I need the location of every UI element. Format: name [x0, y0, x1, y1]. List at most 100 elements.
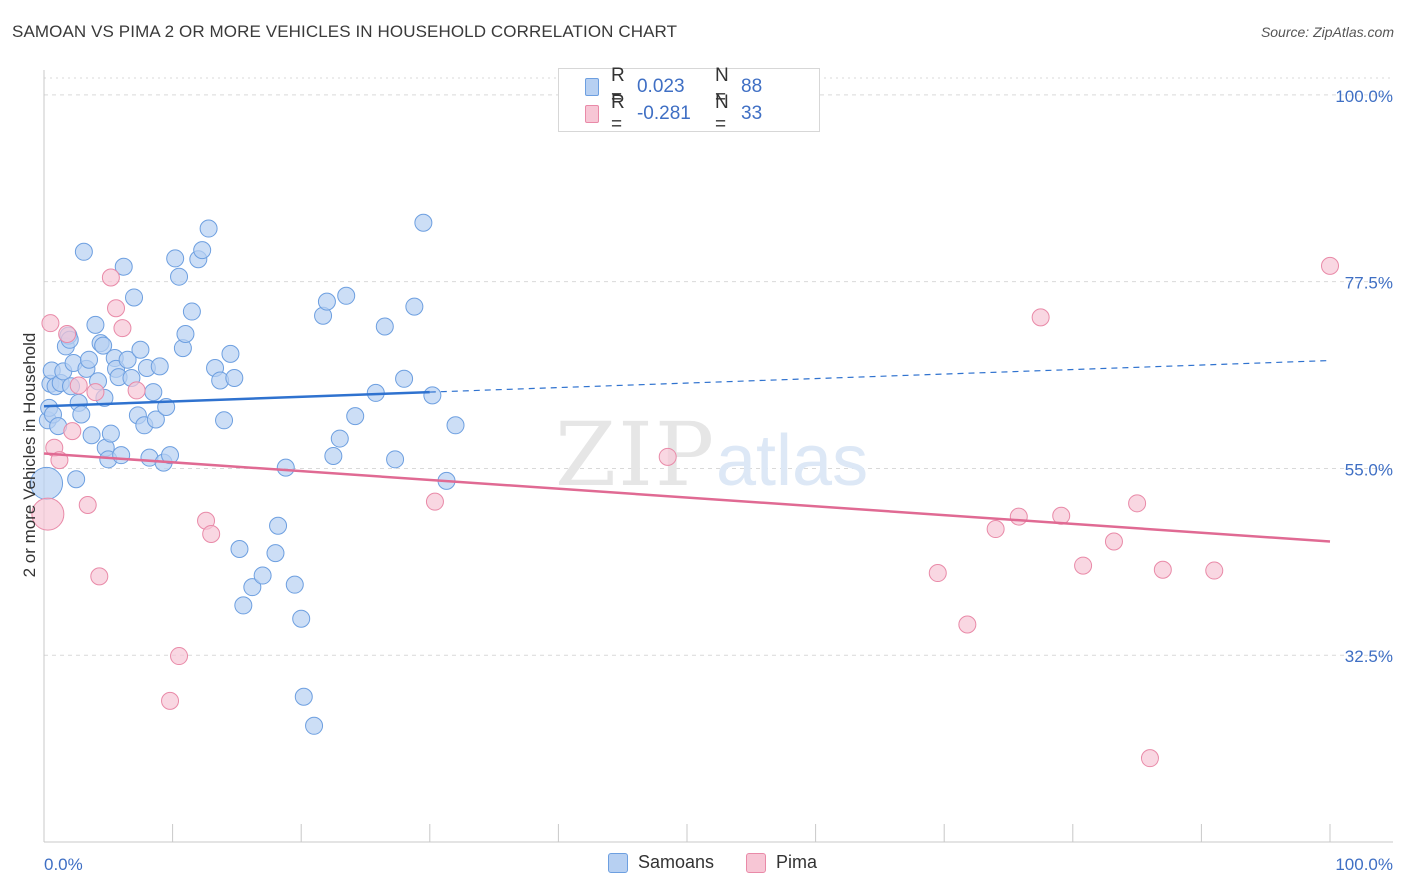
samoans-point[interactable]	[414, 213, 433, 232]
pima-point[interactable]	[1128, 494, 1147, 513]
series-legend: Samoans Pima	[608, 852, 849, 873]
pima-legend-swatch	[746, 852, 767, 873]
samoans-point[interactable]	[118, 350, 137, 369]
samoans-point[interactable]	[234, 596, 253, 615]
samoans-point[interactable]	[112, 446, 131, 465]
pima-point[interactable]	[127, 381, 146, 400]
pima-point[interactable]	[107, 299, 126, 318]
samoans-point[interactable]	[285, 575, 304, 594]
pima-point[interactable]	[1009, 507, 1028, 526]
pima-point[interactable]	[31, 497, 65, 531]
legend-row-samoans: R = 0.023 N = 88	[585, 65, 819, 108]
samoans-point[interactable]	[221, 344, 240, 363]
samoans-point[interactable]	[375, 317, 394, 336]
samoans-point[interactable]	[230, 539, 249, 558]
pima-point[interactable]	[202, 525, 221, 544]
y-axis-label: 2 or more Vehicles in Household	[20, 333, 39, 578]
pima-point[interactable]	[90, 567, 109, 586]
samoans-legend-swatch	[608, 852, 628, 873]
samoans-point[interactable]	[225, 368, 244, 387]
pima-point[interactable]	[170, 647, 189, 666]
pima-swatch	[585, 105, 599, 123]
pima-point[interactable]	[425, 492, 444, 511]
samoans-point[interactable]	[253, 566, 272, 585]
samoans-point[interactable]	[337, 286, 356, 305]
samoans-point[interactable]	[423, 386, 442, 405]
y-tick-label: 100.0%	[1335, 87, 1393, 106]
samoans-point[interactable]	[446, 416, 465, 435]
samoans-point[interactable]	[144, 383, 163, 402]
samoans-point[interactable]	[114, 257, 133, 276]
pima-point[interactable]	[958, 615, 977, 634]
pima-point[interactable]	[1104, 532, 1123, 551]
samoans-point[interactable]	[199, 219, 218, 238]
samoans-point[interactable]	[193, 241, 212, 260]
samoans-point[interactable]	[86, 315, 105, 334]
samoans-point[interactable]	[405, 297, 424, 316]
pima-point[interactable]	[928, 564, 947, 583]
pima-point[interactable]	[1140, 749, 1159, 768]
pima-point[interactable]	[1153, 560, 1172, 579]
legend-item-pima[interactable]: Pima	[746, 852, 817, 873]
pima-point[interactable]	[101, 268, 120, 287]
pima-point[interactable]	[63, 422, 82, 441]
watermark-atlas: atlas	[716, 421, 868, 501]
samoans-point[interactable]	[94, 336, 113, 355]
samoans-point[interactable]	[294, 687, 313, 706]
pima-point[interactable]	[658, 447, 677, 466]
samoans-point[interactable]	[324, 447, 343, 465]
samoans-point[interactable]	[82, 426, 101, 445]
samoans-point[interactable]	[266, 544, 285, 563]
pima-point[interactable]	[161, 691, 180, 710]
pima-point[interactable]	[58, 324, 77, 343]
samoans-point[interactable]	[330, 429, 349, 448]
pima-point[interactable]	[986, 520, 1005, 539]
pima-trend-line	[43, 452, 1331, 543]
samoans-point[interactable]	[276, 458, 295, 477]
watermark-zip: ZIP	[555, 403, 716, 506]
pima-point[interactable]	[86, 383, 105, 402]
samoans-point[interactable]	[146, 410, 165, 429]
samoans-point[interactable]	[346, 407, 365, 426]
samoans-point[interactable]	[395, 369, 414, 388]
x-tick-label-min: 0.0%	[44, 855, 83, 874]
samoans-point[interactable]	[386, 450, 405, 469]
legend-n-label: N =	[714, 92, 729, 135]
pima-point[interactable]	[1205, 561, 1224, 580]
samoans-point[interactable]	[80, 350, 99, 369]
source-credit: Source: ZipAtlas.com	[1260, 24, 1394, 40]
y-tick-label: 55.0%	[1345, 460, 1393, 479]
pima-point[interactable]	[78, 495, 97, 514]
samoans-point[interactable]	[170, 267, 189, 286]
pima-point[interactable]	[69, 376, 88, 395]
pima-point[interactable]	[41, 314, 60, 333]
samoans-point[interactable]	[101, 424, 120, 443]
pima-point[interactable]	[1321, 256, 1339, 275]
samoans-point[interactable]	[182, 302, 201, 321]
samoans-n-value: 88	[741, 76, 763, 97]
samoans-point[interactable]	[215, 411, 234, 430]
samoans-point[interactable]	[305, 716, 324, 735]
legend-item-samoans[interactable]: Samoans	[608, 852, 714, 873]
legend-row-pima: R = -0.281 N = 33	[585, 92, 819, 135]
pima-legend-label: Pima	[776, 852, 818, 872]
samoans-point[interactable]	[317, 292, 336, 311]
samoans-point[interactable]	[150, 357, 169, 376]
legend-r-label: R =	[610, 92, 625, 135]
samoans-point[interactable]	[67, 470, 86, 489]
samoans-point[interactable]	[243, 578, 262, 597]
pima-point[interactable]	[113, 319, 132, 338]
samoans-point[interactable]	[125, 288, 144, 307]
pima-point[interactable]	[1074, 556, 1093, 575]
samoans-point[interactable]	[74, 242, 93, 261]
samoans-point[interactable]	[176, 324, 195, 343]
samoans-point[interactable]	[131, 340, 150, 359]
samoans-point[interactable]	[292, 609, 311, 628]
samoans-point[interactable]	[166, 249, 185, 268]
pima-point[interactable]	[1031, 308, 1050, 327]
samoans-point[interactable]	[269, 516, 288, 535]
samoans-point[interactable]	[161, 446, 180, 465]
samoans-point[interactable]	[72, 405, 91, 424]
samoans-trend-extension	[429, 359, 1331, 393]
